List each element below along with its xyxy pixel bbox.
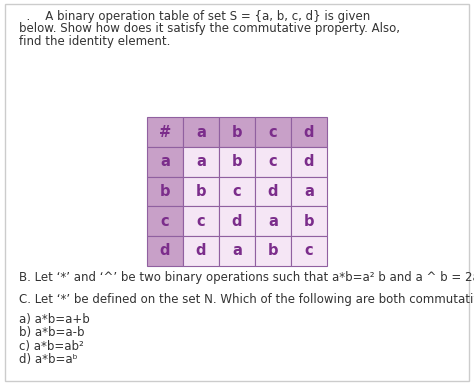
Text: .    A binary operation table of set S = {a, b, c, d} is given: . A binary operation table of set S = {a… — [19, 10, 370, 23]
FancyBboxPatch shape — [255, 147, 291, 177]
FancyBboxPatch shape — [219, 117, 255, 147]
FancyBboxPatch shape — [291, 117, 327, 147]
Text: a: a — [232, 243, 242, 258]
FancyBboxPatch shape — [219, 177, 255, 206]
FancyBboxPatch shape — [255, 177, 291, 206]
Text: C. Let ‘*’ be defined on the set N. Which of the following are both commutative : C. Let ‘*’ be defined on the set N. Whic… — [19, 293, 474, 306]
FancyBboxPatch shape — [147, 117, 183, 147]
FancyBboxPatch shape — [219, 236, 255, 266]
Text: d: d — [160, 243, 170, 258]
FancyBboxPatch shape — [291, 236, 327, 266]
Text: d) a*b=aᵇ: d) a*b=aᵇ — [19, 353, 78, 367]
FancyBboxPatch shape — [5, 4, 469, 381]
Text: a: a — [304, 184, 314, 199]
Text: c: c — [269, 125, 277, 140]
Text: c) a*b=ab²: c) a*b=ab² — [19, 340, 84, 353]
Text: a: a — [196, 154, 206, 169]
Text: b) a*b=a-b: b) a*b=a-b — [19, 326, 84, 340]
FancyBboxPatch shape — [147, 147, 183, 177]
FancyBboxPatch shape — [291, 177, 327, 206]
Text: c: c — [269, 154, 277, 169]
Text: b: b — [196, 184, 206, 199]
FancyBboxPatch shape — [291, 147, 327, 177]
Text: b: b — [304, 214, 314, 229]
FancyBboxPatch shape — [147, 236, 183, 266]
Text: b: b — [268, 243, 278, 258]
FancyBboxPatch shape — [255, 236, 291, 266]
Text: c: c — [233, 184, 241, 199]
FancyBboxPatch shape — [147, 177, 183, 206]
Text: b: b — [232, 154, 242, 169]
Text: below. Show how does it satisfy the commutative property. Also,: below. Show how does it satisfy the comm… — [19, 22, 400, 35]
FancyBboxPatch shape — [147, 206, 183, 236]
Text: find the identity element.: find the identity element. — [19, 35, 170, 48]
Text: d: d — [304, 125, 314, 140]
Text: b: b — [160, 184, 170, 199]
Text: a: a — [268, 214, 278, 229]
FancyBboxPatch shape — [219, 206, 255, 236]
Text: c: c — [161, 214, 169, 229]
Text: c: c — [305, 243, 313, 258]
Text: c: c — [197, 214, 205, 229]
Text: d: d — [196, 243, 206, 258]
FancyBboxPatch shape — [183, 117, 219, 147]
Text: d: d — [232, 214, 242, 229]
FancyBboxPatch shape — [255, 206, 291, 236]
Text: a) a*b=a+b: a) a*b=a+b — [19, 313, 90, 326]
FancyBboxPatch shape — [219, 147, 255, 177]
Text: d: d — [304, 154, 314, 169]
Text: a: a — [160, 154, 170, 169]
FancyBboxPatch shape — [183, 236, 219, 266]
Text: a: a — [196, 125, 206, 140]
FancyBboxPatch shape — [183, 147, 219, 177]
Text: d: d — [268, 184, 278, 199]
FancyBboxPatch shape — [183, 206, 219, 236]
FancyBboxPatch shape — [255, 117, 291, 147]
FancyBboxPatch shape — [291, 206, 327, 236]
FancyBboxPatch shape — [183, 177, 219, 206]
Text: b: b — [232, 125, 242, 140]
Text: #: # — [159, 125, 171, 140]
Text: B. Let ‘*’ and ‘^’ be two binary operations such that a*b=a² b and a ^ b = 2a+b.: B. Let ‘*’ and ‘^’ be two binary operati… — [19, 271, 474, 285]
